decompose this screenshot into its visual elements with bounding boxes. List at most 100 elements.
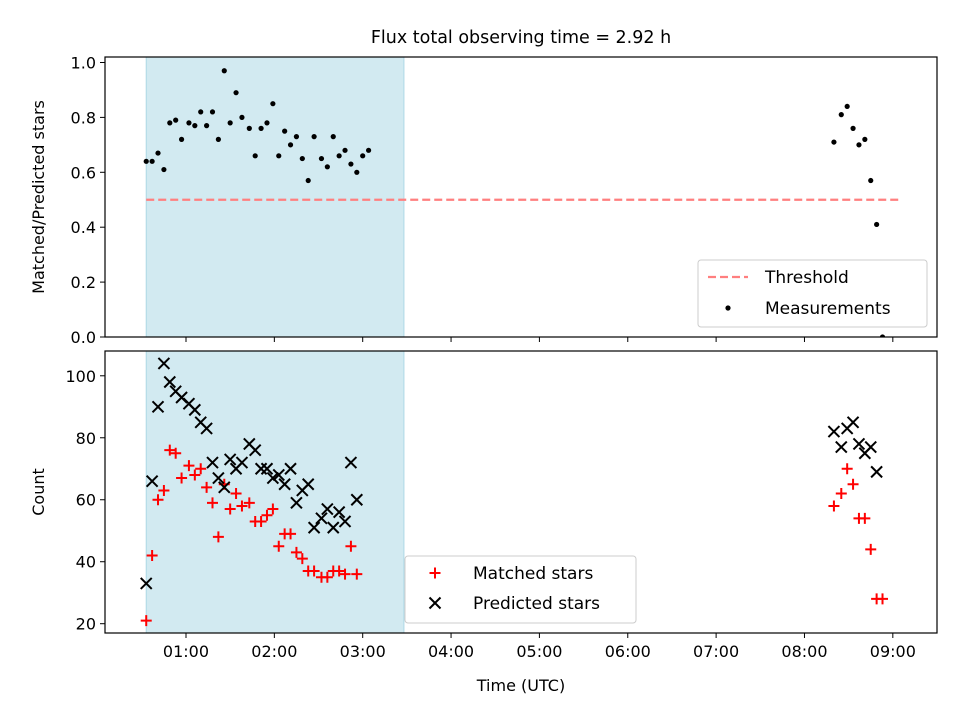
data-point bbox=[140, 615, 152, 627]
plot-area bbox=[143, 57, 901, 337]
data-point bbox=[221, 68, 227, 74]
data-point bbox=[270, 101, 276, 107]
x-tick-label: 04:00 bbox=[428, 642, 474, 661]
series-predicted-stars bbox=[140, 357, 883, 590]
data-point bbox=[342, 147, 348, 153]
x-tick-label: 07:00 bbox=[693, 642, 739, 661]
y-tick-label: 80 bbox=[76, 429, 96, 448]
data-point bbox=[233, 90, 239, 96]
y-tick-label: 100 bbox=[65, 367, 96, 386]
data-point bbox=[218, 481, 231, 494]
y-tick-label: 0.4 bbox=[71, 218, 96, 237]
data-point bbox=[143, 158, 149, 164]
chart-title: Flux total observing time = 2.92 h bbox=[371, 28, 671, 48]
data-point bbox=[192, 123, 198, 129]
data-point bbox=[351, 568, 363, 580]
data-point bbox=[874, 221, 880, 228]
data-point bbox=[285, 528, 297, 540]
data-point bbox=[846, 416, 860, 429]
y-tick-label: 20 bbox=[76, 615, 96, 634]
legend: Matched stars Predicted stars bbox=[404, 555, 637, 624]
data-point bbox=[200, 422, 213, 435]
y-tick-label: 0.0 bbox=[71, 328, 96, 347]
data-point bbox=[315, 512, 328, 525]
x-tick-label: 01:00 bbox=[163, 642, 209, 661]
data-point bbox=[273, 540, 285, 552]
data-point bbox=[254, 462, 268, 475]
data-point bbox=[864, 440, 877, 454]
data-point bbox=[287, 142, 294, 148]
axes-frame bbox=[104, 56, 938, 338]
data-point bbox=[246, 125, 252, 131]
data-point bbox=[321, 502, 334, 516]
data-point bbox=[862, 136, 868, 142]
data-point bbox=[236, 500, 248, 512]
data-point bbox=[870, 465, 883, 479]
data-point bbox=[850, 125, 856, 131]
data-point bbox=[344, 456, 358, 469]
y-tick-label: 0.8 bbox=[71, 108, 96, 127]
data-point bbox=[186, 120, 192, 126]
x-axis-label: Time (UTC) bbox=[476, 676, 565, 695]
x-tick-label: 06:00 bbox=[605, 642, 651, 661]
legend-box bbox=[697, 259, 928, 328]
data-point bbox=[847, 478, 859, 490]
data-point bbox=[140, 577, 153, 590]
data-point bbox=[831, 139, 837, 145]
data-point bbox=[260, 462, 274, 475]
data-point bbox=[299, 155, 305, 162]
y-tick-label: 60 bbox=[76, 491, 96, 510]
data-point bbox=[305, 177, 311, 184]
data-point bbox=[350, 493, 364, 506]
data-point bbox=[224, 503, 236, 515]
data-point bbox=[324, 164, 330, 170]
data-point bbox=[338, 515, 352, 528]
data-point bbox=[155, 150, 161, 156]
series-matched-stars bbox=[140, 444, 889, 627]
data-point bbox=[877, 593, 889, 605]
data-point bbox=[302, 478, 315, 491]
data-point bbox=[161, 166, 167, 173]
observing-window-shade bbox=[145, 57, 405, 337]
data-point bbox=[827, 425, 841, 438]
data-point bbox=[321, 571, 333, 583]
data-point bbox=[201, 481, 213, 493]
data-point bbox=[354, 169, 360, 175]
data-point bbox=[327, 521, 340, 534]
data-point bbox=[311, 134, 317, 140]
data-point bbox=[152, 494, 164, 506]
data-point bbox=[272, 468, 285, 482]
data-point bbox=[145, 474, 159, 488]
data-point bbox=[856, 142, 862, 148]
data-point bbox=[332, 505, 346, 519]
data-point bbox=[212, 531, 224, 543]
data-point bbox=[278, 478, 291, 491]
y-axis-label: Matched/Predicted stars bbox=[29, 100, 48, 294]
x-tick-label: 02:00 bbox=[251, 642, 297, 661]
data-point bbox=[167, 120, 173, 126]
legend-label: Matched stars bbox=[473, 564, 593, 584]
data-point bbox=[183, 460, 195, 472]
data-point bbox=[339, 568, 351, 580]
data-point bbox=[828, 500, 840, 512]
data-point bbox=[290, 496, 303, 510]
data-point bbox=[239, 114, 245, 120]
y-tick-label: 40 bbox=[76, 553, 96, 572]
data-point bbox=[230, 488, 242, 500]
data-point bbox=[206, 497, 218, 509]
legend-label: Measurements bbox=[765, 299, 891, 319]
data-point bbox=[307, 521, 321, 534]
data-point bbox=[223, 453, 237, 466]
data-point bbox=[178, 136, 185, 142]
data-point bbox=[290, 546, 302, 558]
data-point bbox=[173, 117, 179, 123]
data-point bbox=[865, 543, 877, 555]
data-point bbox=[838, 112, 844, 118]
data-point bbox=[195, 463, 207, 475]
data-point bbox=[149, 158, 155, 164]
data-point bbox=[151, 400, 165, 413]
data-point bbox=[188, 403, 202, 417]
x-tick-label: 03:00 bbox=[340, 642, 386, 661]
data-point bbox=[868, 177, 874, 184]
y-tick-label: 0.6 bbox=[71, 163, 96, 182]
